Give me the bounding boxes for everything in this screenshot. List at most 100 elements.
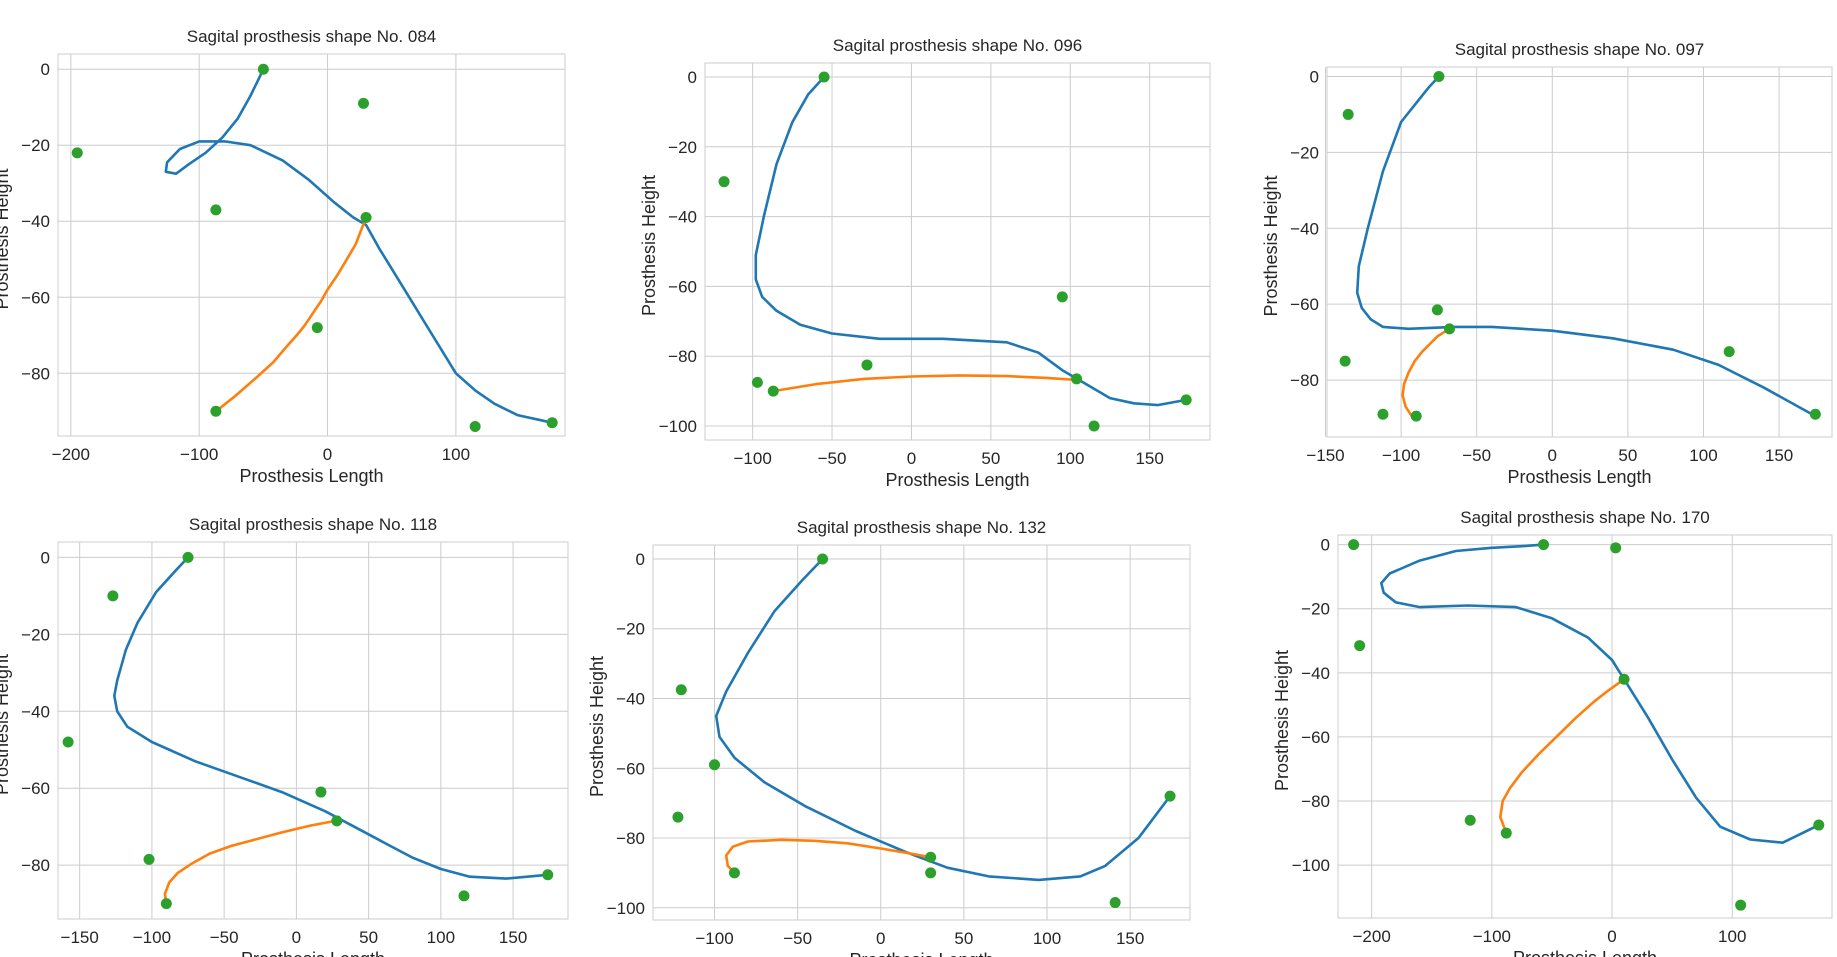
control-point <box>257 63 269 75</box>
x-tick-label: −100 <box>180 445 218 464</box>
y-tick-label: 0 <box>1310 67 1319 86</box>
plot-area <box>1326 66 1833 438</box>
y-tick-label: −80 <box>21 364 50 383</box>
x-tick-label: 150 <box>1116 929 1144 948</box>
y-tick-label: 0 <box>1321 536 1330 555</box>
x-tick-label: 100 <box>427 928 455 947</box>
chart-title: Sagital prosthesis shape No. 084 <box>187 27 437 46</box>
y-tick-label: −40 <box>616 689 645 708</box>
control-point <box>469 420 481 432</box>
plot-area <box>57 541 569 920</box>
control-point <box>1109 897 1121 909</box>
control-point <box>107 590 119 602</box>
control-point <box>143 853 155 865</box>
y-tick-label: −40 <box>668 208 697 227</box>
x-tick-label: −100 <box>133 928 171 947</box>
x-tick-label: 100 <box>1056 449 1084 468</box>
plot-area <box>57 53 566 437</box>
control-point <box>709 759 721 771</box>
control-point <box>767 385 779 397</box>
y-tick-label: −60 <box>21 779 50 798</box>
x-tick-label: −150 <box>1306 446 1344 465</box>
y-tick-label: −100 <box>1292 856 1330 875</box>
control-point <box>751 376 763 388</box>
subplot-4: −150 −100 −50 0 50 100 150 0 −20 −40 −60 −80 Sagital… <box>0 515 569 957</box>
subplot-5: −100 −50 0 50 100 150 0 −20 −40 −60 −80 −100 Sagital… <box>587 518 1191 957</box>
y-tick-label: −60 <box>1290 295 1319 314</box>
control-point <box>1618 673 1630 685</box>
x-tick-label: 50 <box>954 929 973 948</box>
x-axis-label: Prosthesis Length <box>885 470 1029 490</box>
control-point <box>817 553 829 565</box>
segment-line <box>1401 327 1451 418</box>
x-tick-label: −100 <box>733 449 771 468</box>
y-tick-label: −20 <box>21 136 50 155</box>
control-point <box>542 869 554 881</box>
y-tick-label: −60 <box>668 277 697 296</box>
plot-area <box>1337 534 1833 919</box>
control-point <box>718 176 730 188</box>
control-point <box>1500 827 1512 839</box>
x-tick-label: 0 <box>907 449 916 468</box>
control-point <box>1088 420 1100 432</box>
segment-line <box>724 838 932 875</box>
spline-line <box>714 557 1172 882</box>
control-point <box>182 551 194 563</box>
chart-title: Sagital prosthesis shape No. 118 <box>189 515 437 534</box>
y-axis-label: Prosthesis Height <box>1272 650 1292 791</box>
x-tick-label: 0 <box>323 445 332 464</box>
control-point <box>818 71 830 83</box>
y-tick-label: −60 <box>21 288 50 307</box>
control-point <box>1410 410 1422 422</box>
y-tick-label: −80 <box>1301 792 1330 811</box>
y-tick-label: −100 <box>607 899 645 918</box>
control-point <box>315 786 327 798</box>
y-tick-label: 0 <box>41 548 50 567</box>
y-tick-label: −40 <box>21 702 50 721</box>
x-tick-label: 50 <box>359 928 378 947</box>
control-point <box>458 890 470 902</box>
control-point <box>1723 346 1735 358</box>
x-tick-label: −50 <box>783 929 812 948</box>
control-point <box>1610 542 1622 554</box>
x-tick-label: 150 <box>1765 446 1793 465</box>
y-tick-label: −20 <box>21 625 50 644</box>
control-point <box>861 359 873 371</box>
x-axis-label: Prosthesis Length <box>849 950 993 957</box>
control-point <box>210 405 222 417</box>
control-point <box>925 867 937 879</box>
y-tick-label: −80 <box>668 347 697 366</box>
x-axis-label: Prosthesis Length <box>1507 467 1651 487</box>
control-point <box>1464 814 1476 826</box>
y-tick-label: −80 <box>616 829 645 848</box>
chart-title: Sagital prosthesis shape No. 132 <box>797 518 1047 537</box>
y-tick-label: −80 <box>21 856 50 875</box>
y-tick-label: −20 <box>1301 600 1330 619</box>
x-tick-label: −50 <box>210 928 239 947</box>
control-point <box>1431 304 1443 316</box>
x-tick-label: 150 <box>499 928 527 947</box>
control-point <box>331 815 343 827</box>
control-point <box>160 898 172 910</box>
control-point <box>1180 394 1192 406</box>
x-tick-label: −100 <box>1382 446 1420 465</box>
x-tick-label: 150 <box>1135 449 1163 468</box>
x-tick-label: 50 <box>981 449 1000 468</box>
y-tick-label: 0 <box>41 60 50 79</box>
control-point <box>925 851 937 863</box>
segment-line <box>214 216 368 413</box>
subplot-2: −100 −50 0 50 100 150 0 −20 −40 −60 −80 −100 Sagital… <box>639 36 1211 490</box>
x-tick-label: 100 <box>1689 446 1717 465</box>
control-point <box>675 684 687 696</box>
y-tick-label: −20 <box>616 620 645 639</box>
y-axis-label: Prosthesis Height <box>0 168 12 309</box>
control-point <box>1071 373 1083 385</box>
y-axis-label: Prosthesis Height <box>1261 175 1281 316</box>
x-tick-label: −50 <box>818 449 847 468</box>
control-point <box>62 736 74 748</box>
y-axis-label: Prosthesis Height <box>587 656 607 797</box>
y-axis-label: Prosthesis Height <box>0 654 12 795</box>
control-point <box>1809 408 1821 420</box>
x-axis-label: Prosthesis Length <box>1513 948 1657 957</box>
